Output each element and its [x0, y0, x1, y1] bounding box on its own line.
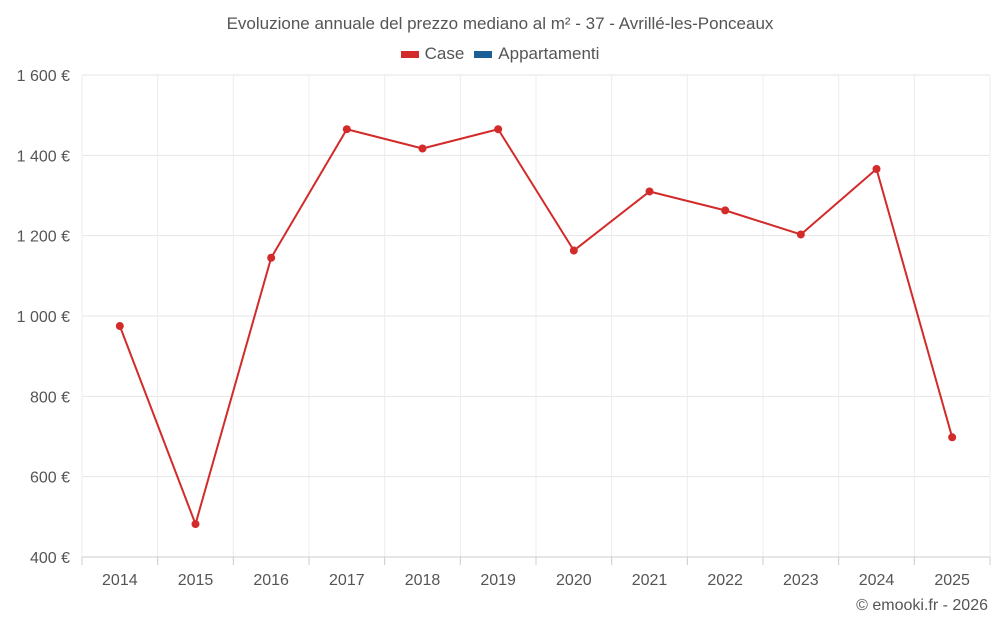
- y-tick-label: 600 €: [30, 470, 70, 487]
- x-tick-label: 2015: [178, 572, 214, 589]
- y-tick-label: 1 000 €: [17, 309, 70, 326]
- chart-title: Evoluzione annuale del prezzo mediano al…: [226, 14, 774, 33]
- x-tick-label: 2020: [556, 572, 592, 589]
- y-tick-label: 1 600 €: [17, 68, 70, 85]
- legend-item-appartamenti[interactable]: Appartamenti: [474, 44, 599, 64]
- data-point: [796, 230, 805, 239]
- data-point: [872, 164, 881, 173]
- data-point: [267, 253, 276, 262]
- y-tick-label: 400 €: [30, 550, 70, 567]
- y-tick-label: 1 200 €: [17, 229, 70, 246]
- x-tick-label: 2024: [859, 572, 895, 589]
- x-tick-label: 2014: [102, 572, 138, 589]
- data-point: [494, 125, 503, 134]
- legend-swatch-case: [400, 50, 419, 58]
- data-point: [115, 322, 124, 331]
- data-point: [948, 433, 957, 442]
- credit-text: © emooki.fr - 2026: [856, 597, 988, 614]
- x-tick-label: 2023: [783, 572, 819, 589]
- legend-label-case: Case: [424, 44, 465, 63]
- x-tick-label: 2019: [480, 572, 516, 589]
- series-line-0: [118, 128, 954, 526]
- legend: Case Appartamenti: [0, 44, 1000, 64]
- legend-item-case[interactable]: Case: [400, 44, 465, 64]
- data-point: [569, 246, 578, 255]
- data-point: [721, 206, 730, 215]
- x-tick-label: 2017: [329, 572, 365, 589]
- y-tick-label: 800 €: [30, 389, 70, 406]
- legend-label-appartamenti: Appartamenti: [498, 44, 600, 63]
- legend-swatch-appartamenti: [474, 50, 493, 58]
- x-tick-label: 2021: [632, 572, 668, 589]
- x-tick-label: 2025: [934, 572, 970, 589]
- x-tick-label: 2022: [707, 572, 743, 589]
- data-point: [645, 187, 654, 196]
- data-point: [418, 144, 427, 153]
- data-point: [342, 125, 351, 134]
- y-tick-label: 1 400 €: [17, 148, 70, 165]
- x-tick-label: 2018: [405, 572, 441, 589]
- data-point: [191, 520, 200, 529]
- x-tick-label: 2016: [253, 572, 289, 589]
